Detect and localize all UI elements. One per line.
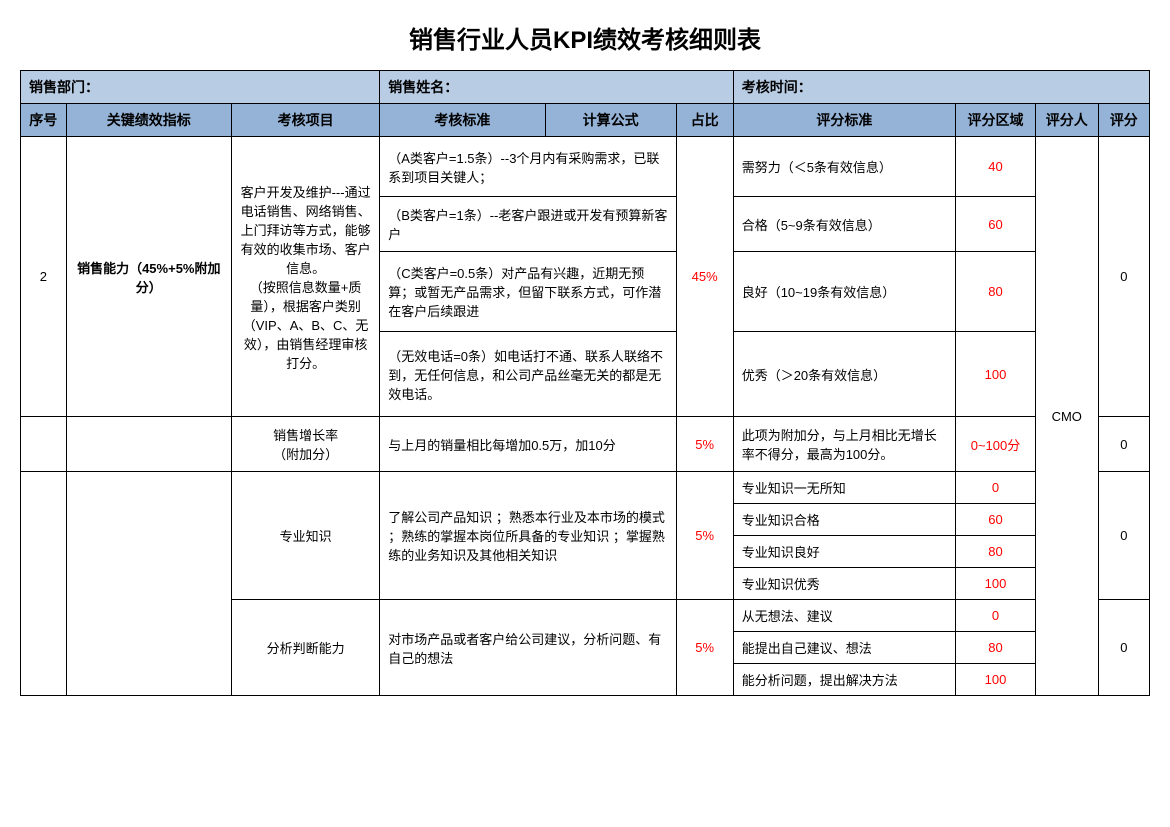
info-row: 销售部门： 销售姓名： 考核时间： — [21, 71, 1150, 104]
time-label: 考核时间： — [733, 71, 1149, 104]
range-cell: 80 — [956, 632, 1036, 664]
crit-cell: 能提出自己建议、想法 — [733, 632, 955, 664]
crit-cell: 需努力（＜5条有效信息） — [733, 137, 955, 197]
h-kpi: 关键绩效指标 — [66, 104, 231, 137]
name-label: 销售姓名： — [380, 71, 734, 104]
h-item: 考核项目 — [231, 104, 379, 137]
item-cell: 客户开发及维护---通过电话销售、网络销售、上门拜访等方式，能够有效的收集市场、… — [231, 137, 379, 417]
weight-cell: 45% — [676, 137, 733, 417]
std-cell: 了解公司产品知识 ；熟悉本行业及本市场的模式 ；熟练的掌握本岗位所具备的专业知识… — [380, 472, 676, 600]
score-cell: 0 — [1098, 417, 1149, 472]
crit-cell: 从无想法、建议 — [733, 600, 955, 632]
kpi-cell — [66, 472, 231, 696]
std-cell: （B类客户=1条）--老客户跟进或开发有预算新客户 — [380, 197, 676, 252]
kpi-cell — [66, 417, 231, 472]
h-seq: 序号 — [21, 104, 67, 137]
item-cell: 分析判断能力 — [231, 600, 379, 696]
std-cell: 对市场产品或者客户给公司建议，分析问题、有自己的想法 — [380, 600, 676, 696]
h-scorer: 评分人 — [1035, 104, 1098, 137]
header-row: 序号 关键绩效指标 考核项目 考核标准 计算公式 占比 评分标准 评分区域 评分… — [21, 104, 1150, 137]
h-range: 评分区域 — [956, 104, 1036, 137]
crit-cell: 专业知识优秀 — [733, 568, 955, 600]
score-cell: 0 — [1098, 137, 1149, 417]
page-title: 销售行业人员KPI绩效考核细则表 — [20, 20, 1150, 55]
range-cell: 40 — [956, 137, 1036, 197]
range-cell: 80 — [956, 536, 1036, 568]
range-cell: 60 — [956, 197, 1036, 252]
item-cell: 专业知识 — [231, 472, 379, 600]
crit-cell: 此项为附加分，与上月相比无增长率不得分，最高为100分。 — [733, 417, 955, 472]
weight-cell: 5% — [676, 417, 733, 472]
kpi-cell: 销售能力（45%+5%附加分） — [66, 137, 231, 417]
crit-cell: 良好（10~19条有效信息） — [733, 252, 955, 332]
table-row: 销售增长率 （附加分） 与上月的销量相比每增加0.5万，加10分 5% 此项为附… — [21, 417, 1150, 472]
range-cell: 0 — [956, 472, 1036, 504]
score-cell: 0 — [1098, 600, 1149, 696]
crit-cell: 专业知识良好 — [733, 536, 955, 568]
weight-cell: 5% — [676, 472, 733, 600]
crit-cell: 能分析问题，提出解决方法 — [733, 664, 955, 696]
crit-cell: 专业知识合格 — [733, 504, 955, 536]
kpi-table: 销售部门： 销售姓名： 考核时间： 序号 关键绩效指标 考核项目 考核标准 计算… — [20, 70, 1150, 696]
table-row: 2 销售能力（45%+5%附加分） 客户开发及维护---通过电话销售、网络销售、… — [21, 137, 1150, 197]
dept-label: 销售部门： — [21, 71, 380, 104]
range-cell: 100 — [956, 332, 1036, 417]
h-std: 考核标准 — [380, 104, 545, 137]
h-weight: 占比 — [676, 104, 733, 137]
range-cell: 100 — [956, 568, 1036, 600]
range-cell: 60 — [956, 504, 1036, 536]
table-row: 专业知识 了解公司产品知识 ；熟悉本行业及本市场的模式 ；熟练的掌握本岗位所具备… — [21, 472, 1150, 504]
weight-cell: 5% — [676, 600, 733, 696]
crit-cell: 专业知识一无所知 — [733, 472, 955, 504]
std-cell: 与上月的销量相比每增加0.5万，加10分 — [380, 417, 676, 472]
seq-cell — [21, 472, 67, 696]
std-cell: （A类客户=1.5条）--3个月内有采购需求，已联系到项目关键人； — [380, 137, 676, 197]
item-cell: 销售增长率 （附加分） — [231, 417, 379, 472]
score-cell: 0 — [1098, 472, 1149, 600]
range-cell: 0~100分 — [956, 417, 1036, 472]
seq-cell — [21, 417, 67, 472]
range-cell: 0 — [956, 600, 1036, 632]
h-criteria: 评分标准 — [733, 104, 955, 137]
range-cell: 80 — [956, 252, 1036, 332]
h-formula: 计算公式 — [545, 104, 676, 137]
std-cell: （无效电话=0条）如电话打不通、联系人联络不到，无任何信息，和公司产品丝毫无关的… — [380, 332, 676, 417]
scorer-cell: CMO — [1035, 137, 1098, 696]
seq-cell: 2 — [21, 137, 67, 417]
crit-cell: 优秀（＞20条有效信息） — [733, 332, 955, 417]
std-cell: （C类客户=0.5条）对产品有兴趣，近期无预算；或暂无产品需求，但留下联系方式，… — [380, 252, 676, 332]
h-score: 评分 — [1098, 104, 1149, 137]
crit-cell: 合格（5~9条有效信息） — [733, 197, 955, 252]
range-cell: 100 — [956, 664, 1036, 696]
